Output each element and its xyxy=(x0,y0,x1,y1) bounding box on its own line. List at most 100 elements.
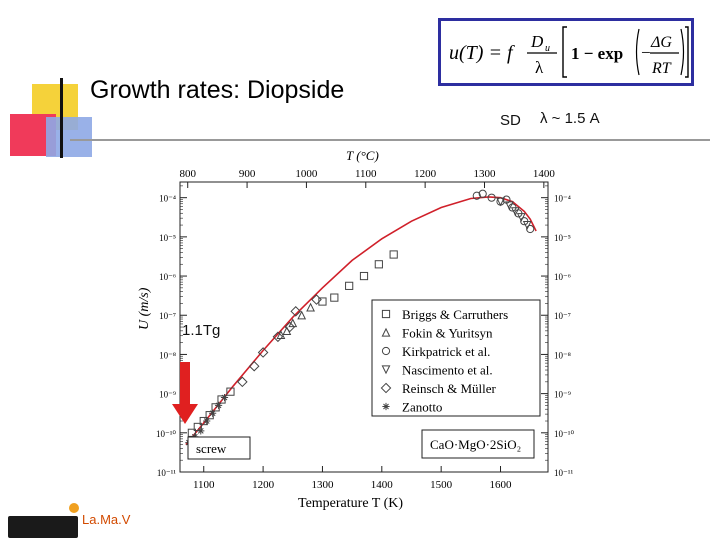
tg-label: 1.1Tg xyxy=(182,322,221,339)
logo-sun-icon xyxy=(69,503,79,513)
y-tick-label-left-7: 10⁻¹¹ xyxy=(157,468,176,478)
formula-frac-num-sub: u xyxy=(545,43,550,54)
data-point-4-3 xyxy=(516,213,526,222)
data-point-5-3 xyxy=(203,417,211,425)
top-tick-label-4: 1200 xyxy=(414,168,437,180)
data-point-0-1 xyxy=(330,293,339,302)
y-tick-label-left-2: 10⁻⁶ xyxy=(159,272,176,282)
y-tick-label-right-4: 10⁻⁸ xyxy=(554,350,571,360)
data-point-1-2 xyxy=(487,193,496,202)
y-tick-label-right-1: 10⁻⁵ xyxy=(554,233,571,243)
university-logo xyxy=(8,500,148,540)
top-tick-label-5: 1300 xyxy=(473,168,496,180)
y-tick-label-right-5: 10⁻⁹ xyxy=(554,390,571,400)
data-point-4-1 xyxy=(505,201,514,211)
sd-label: SD xyxy=(500,112,521,129)
y-tick-label-left-0: 10⁻⁴ xyxy=(159,194,176,204)
data-point-6-3 xyxy=(205,411,214,420)
data-point-0-3 xyxy=(359,271,369,281)
data-point-4-2 xyxy=(510,207,520,217)
axis-layer: 1100 1200 1300 1400 1500 1600 800 900 1000 1100 12… xyxy=(156,168,575,491)
data-point-2-0 xyxy=(237,376,248,388)
data-point-2-1 xyxy=(248,360,260,372)
x-tick-label-3: 1400 xyxy=(371,479,394,491)
y-axis-label: U (m/s) xyxy=(137,287,152,330)
x-tick-label-2: 1300 xyxy=(311,479,334,491)
y-tick-label-left-3: 10⁻⁷ xyxy=(159,311,176,321)
formula-lhs: u(T) = f xyxy=(449,42,515,64)
decor-blue-square xyxy=(46,117,92,157)
y-tick-label-right-3: 10⁻⁷ xyxy=(554,311,571,321)
y-tick-label-left-6: 10⁻¹⁰ xyxy=(156,429,176,439)
data-point-1-1 xyxy=(478,189,487,198)
decor-vertical-line xyxy=(60,78,63,158)
y-tick-label-left-4: 10⁻⁸ xyxy=(159,350,176,360)
legend-label-4: Reinsch & Müller xyxy=(402,381,497,396)
data-point-1-8 xyxy=(526,224,535,234)
data-point-3-4 xyxy=(306,302,315,312)
top-axis-label: T (°C) xyxy=(346,148,379,163)
formula-frac-den: λ xyxy=(535,58,544,77)
top-tick-label-1: 900 xyxy=(239,168,256,180)
legend-box xyxy=(371,299,541,417)
decor-horizontal-line xyxy=(70,139,710,141)
data-point-5-5 xyxy=(214,401,223,409)
legend-label-0: Briggs & Carruthers xyxy=(402,307,508,322)
data-point-5-4 xyxy=(209,409,217,417)
screw-label: screw xyxy=(196,441,227,456)
legend-marker-4 xyxy=(380,382,392,394)
legend-marker-5 xyxy=(382,402,390,411)
legend-marker-3 xyxy=(381,365,391,375)
composition-label: CaO·MgO·2SiO₂ xyxy=(430,437,521,452)
top-tick-label-2: 1000 xyxy=(295,168,318,180)
y-tick-label-left-5: 10⁻⁹ xyxy=(159,390,176,400)
slide-title: Growth rates: Diopside xyxy=(90,76,345,104)
legend-marker-0 xyxy=(381,309,391,319)
y-tick-label-right-6: 10⁻¹⁰ xyxy=(554,429,574,439)
legend-label-1: Fokin & Yuritsyn xyxy=(402,326,493,341)
x-axis-label: Temperature T (K) xyxy=(298,496,403,511)
data-point-2-4 xyxy=(284,321,296,333)
formula-minus: − xyxy=(641,43,651,62)
formula-paren-right xyxy=(680,28,685,76)
data-point-2-5 xyxy=(290,306,302,317)
formula-bracket-left xyxy=(562,26,567,78)
red-arrow xyxy=(172,362,198,424)
legend-label-5: Zanotto xyxy=(402,400,442,415)
data-point-6-2 xyxy=(199,416,208,426)
lambda-label: λ ~ 1.5 A xyxy=(540,110,600,127)
formula-svg: u(T) = f D u λ 1 − exp − ΔG RT xyxy=(449,26,689,78)
data-point-0-2 xyxy=(345,281,354,290)
data-point-6-0 xyxy=(187,428,196,437)
x-tick-label-4: 1500 xyxy=(430,479,453,491)
top-tick-label-3: 1100 xyxy=(355,168,377,180)
legend-label-3: Nascimento et al. xyxy=(402,363,493,378)
x-tick-label-0: 1100 xyxy=(193,479,215,491)
data-point-4-4 xyxy=(522,221,532,230)
annotations: screw CaO·MgO·2SiO₂ xyxy=(187,429,535,460)
growth-rate-chart: 1100 1200 1300 1400 1500 1600 800 900 1000 1100 12… xyxy=(137,148,575,511)
y-tick-label-right-2: 10⁻⁶ xyxy=(554,272,571,282)
data-point-0-4 xyxy=(374,260,383,269)
formula-box: u(T) = f D u λ 1 − exp − ΔG RT xyxy=(438,18,694,86)
logo-mark xyxy=(8,516,78,538)
legend-marker-2 xyxy=(381,346,391,356)
data-point-0-5 xyxy=(389,250,398,259)
data-point-3-2 xyxy=(288,318,298,328)
logo-svg xyxy=(8,503,79,538)
data-point-6-6 xyxy=(226,387,235,396)
formula-bracket-right xyxy=(685,26,689,78)
data-point-6-4 xyxy=(211,403,220,412)
data-point-3-3 xyxy=(297,310,307,320)
formula-inner-num: ΔG xyxy=(650,34,672,51)
red-arrow-head xyxy=(172,404,198,424)
formula-frac-num: D xyxy=(530,32,544,51)
legend: Briggs & Carruthers Fokin & Yuritsyn Kirkp… xyxy=(371,299,541,417)
y-tick-label-right-0: 10⁻⁴ xyxy=(554,194,571,204)
data-point-4-0 xyxy=(496,197,505,207)
formula-bracket-text: 1 − exp xyxy=(571,44,623,63)
x-tick-label-5: 1600 xyxy=(490,479,512,491)
legend-marker-1 xyxy=(381,327,391,337)
data-point-6-5 xyxy=(217,395,226,404)
data-point-1-0 xyxy=(472,191,481,200)
